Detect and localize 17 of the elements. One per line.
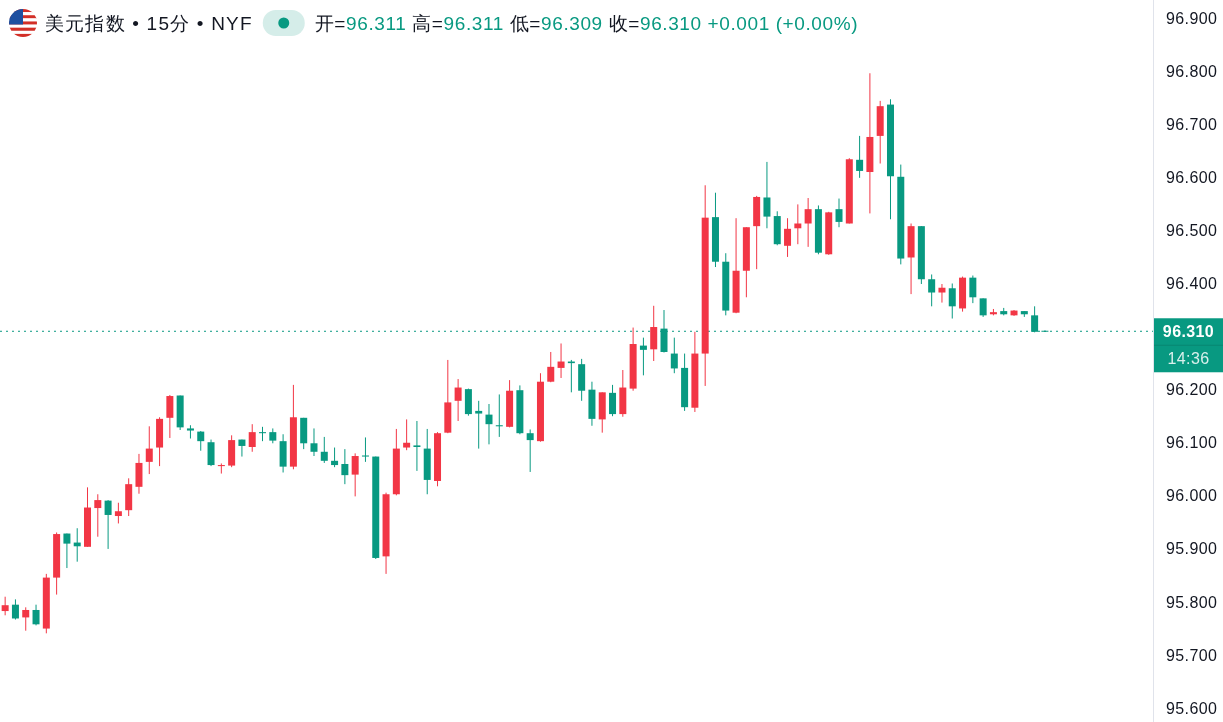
y-tick-label: 96.700 xyxy=(1166,115,1218,133)
title: 美元指数 • 15分 • NYF xyxy=(45,12,253,34)
y-tick-label: 96.600 xyxy=(1166,168,1218,186)
y-tick-label: 96.800 xyxy=(1166,62,1218,80)
y-tick-label: 95.600 xyxy=(1166,699,1218,717)
y-tick-label: 96.100 xyxy=(1166,434,1218,452)
y-tick-label: 96.900 xyxy=(1166,9,1218,27)
y-tick-label: 96.400 xyxy=(1166,275,1218,292)
annotation: 14:36 xyxy=(1167,349,1210,367)
y-tick-label: 96.000 xyxy=(1166,487,1218,505)
y-tick-label: 96.200 xyxy=(1166,381,1218,399)
subtitle: 开=96.311 高=96.311 低=96.309 收=96.310 +0.001 (+0.00%) xyxy=(314,12,859,34)
y-tick-label: 96.500 xyxy=(1166,221,1218,239)
y-tick-label: 95.800 xyxy=(1166,593,1218,611)
price-label: 96.310 xyxy=(1162,322,1215,340)
y-tick-label: 95.700 xyxy=(1166,646,1218,664)
y-tick-label: 95.900 xyxy=(1166,540,1218,558)
